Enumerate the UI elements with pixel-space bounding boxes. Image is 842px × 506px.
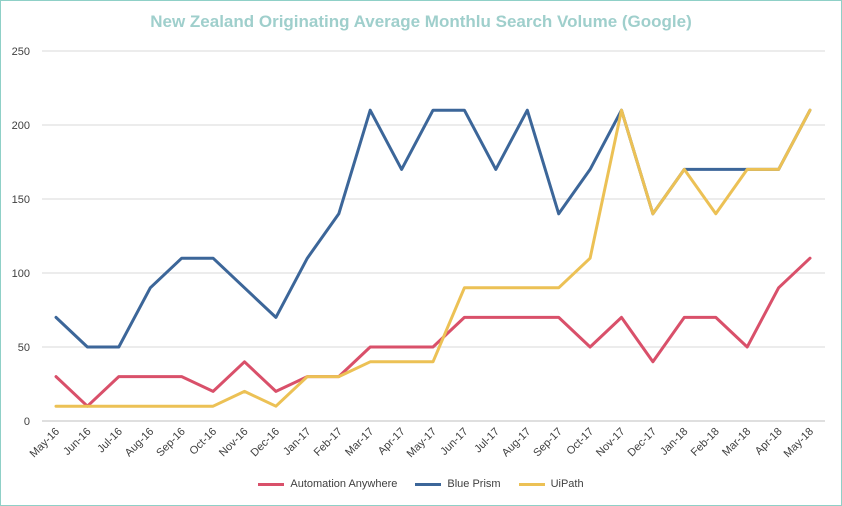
series-line-blue-prism [54,108,812,349]
x-tick-label: May-17 [405,426,439,460]
x-tick-label: Apr-17 [376,426,408,458]
x-tick-label: Sep-16 [154,426,188,460]
x-tick-label: Oct-16 [187,426,219,458]
chart-title: New Zealand Originating Average Monthlu … [150,12,692,31]
x-tick-label: Jul-17 [472,426,502,456]
x-tick-label: Feb-17 [312,426,345,459]
legend-item: Blue Prism [415,478,501,490]
x-tick-label: Mar-17 [343,426,376,459]
x-tick-label: Jul-16 [95,426,125,456]
legend-swatch [258,482,285,486]
x-tick-label: May-18 [782,426,816,460]
x-tick-label: May-16 [28,426,62,460]
x-tick-label: Jan-18 [658,426,690,458]
x-tick-label: Nov-17 [594,426,628,460]
y-tick-label: 250 [12,46,30,58]
y-tick-label: 50 [18,342,30,354]
series-line-uipath [54,108,812,408]
y-tick-label: 150 [12,194,30,206]
legend-label: Blue Prism [447,478,501,490]
x-tick-label: Feb-18 [689,426,722,459]
chart-legend: Automation Anywhere Blue Prism UiPath [0,478,842,490]
x-tick-label: Mar-18 [720,426,753,459]
x-tick-label: Dec-17 [625,426,659,460]
legend-label: UiPath [550,478,584,490]
series-line-automation-anywhere [54,256,812,408]
y-tick-label: 100 [12,268,30,280]
legend-swatch [415,482,442,486]
x-tick-label: Dec-16 [248,426,282,460]
x-tick-label: Jun-17 [438,426,470,458]
x-tick-label: Jun-16 [61,426,93,458]
legend-label: Automation Anywhere [290,478,398,490]
x-tick-label: Apr-18 [753,426,785,458]
x-tick-label: Sep-17 [531,426,565,460]
legend-item: Automation Anywhere [258,478,397,490]
x-tick-label: Aug-17 [500,426,534,460]
legend-item: UiPath [518,478,584,490]
y-tick-label: 0 [24,416,30,428]
x-tick-label: Nov-16 [217,426,251,460]
legend-swatch [518,482,545,486]
x-tick-label: Oct-17 [564,426,596,458]
x-tick-label: Aug-16 [123,426,157,460]
x-tick-label: Jan-17 [281,426,313,458]
y-tick-label: 200 [12,120,30,132]
